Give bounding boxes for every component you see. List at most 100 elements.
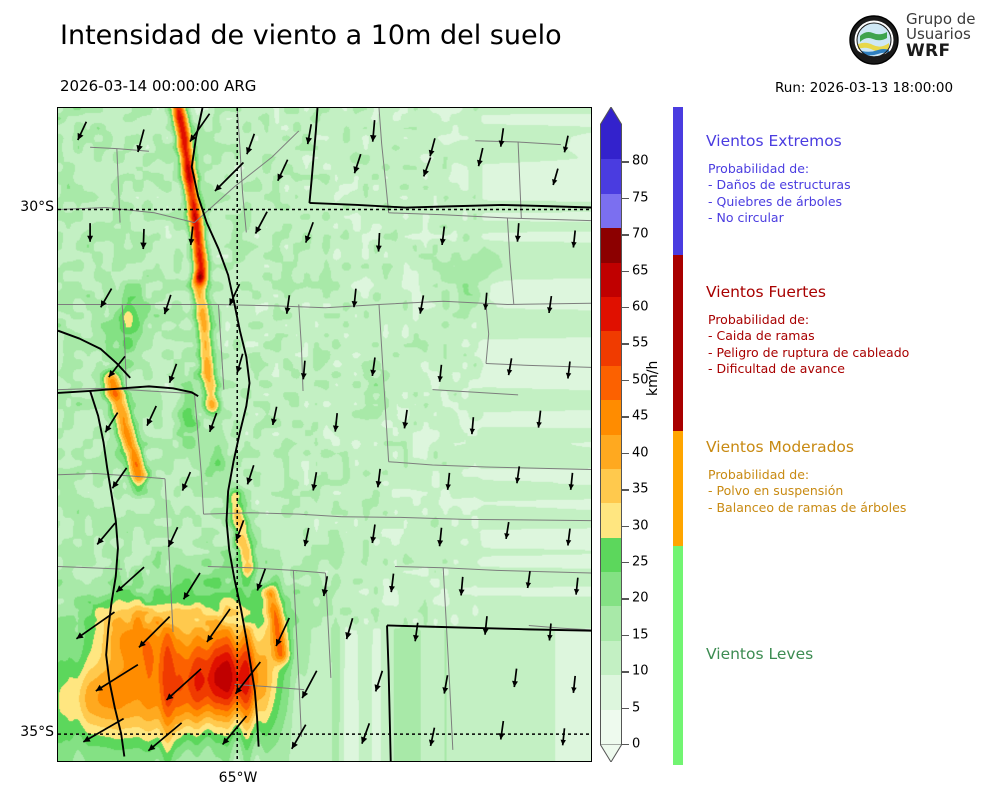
wind-arrow xyxy=(108,355,126,378)
legend-intro: Probabilidad de: xyxy=(708,161,810,176)
wind-arrow xyxy=(351,288,358,308)
wind-arrow xyxy=(163,294,172,315)
legend-group-3: Vientos Moderados Probabilidad de: - Polvo… xyxy=(706,438,906,516)
wind-arrow xyxy=(514,223,521,242)
wind-arrow xyxy=(165,668,202,701)
wind-arrow xyxy=(284,295,291,314)
province-border xyxy=(325,573,332,678)
province-border xyxy=(193,393,205,515)
wind-arrow xyxy=(136,129,145,153)
wind-field-raster xyxy=(58,108,591,761)
wind-arrow xyxy=(208,412,218,433)
province-border xyxy=(298,304,304,391)
colorbar-tick xyxy=(622,561,629,564)
wind-intensity-map[interactable] xyxy=(57,107,592,762)
colorbar-tick xyxy=(622,452,629,455)
wind-arrow xyxy=(99,288,113,308)
wind-arrow xyxy=(514,466,521,484)
colorbar-segment xyxy=(601,537,621,573)
colorbar-segment xyxy=(601,433,621,469)
colorbar-segment xyxy=(601,193,621,229)
wind-arrow xyxy=(413,622,419,642)
colorbar-tick-label: 50 xyxy=(632,372,649,388)
colorbar-tick xyxy=(622,270,629,273)
legend-group-title: Vientos Moderados xyxy=(706,438,854,456)
wind-arrow xyxy=(504,521,510,540)
legend-item: - Quiebres de árboles xyxy=(708,193,843,209)
province-border xyxy=(485,362,591,368)
severity-bar-segment xyxy=(673,255,683,431)
wind-arrow xyxy=(445,472,451,490)
logo-line-1: Grupo de xyxy=(906,10,976,28)
logo: Grupo de Usuarios WRF xyxy=(848,10,993,70)
province-border xyxy=(506,218,515,305)
wind-arrow xyxy=(181,471,192,491)
wind-arrow xyxy=(498,720,505,740)
province-border xyxy=(292,570,302,737)
wind-arrow xyxy=(389,573,395,593)
colorbar-tick-label: 30 xyxy=(632,518,649,534)
wind-arrow xyxy=(547,295,553,314)
province-border xyxy=(58,472,166,480)
lat-tick-30s: 30°S xyxy=(20,199,54,215)
country-border xyxy=(89,390,126,757)
country-border xyxy=(58,329,131,379)
wind-arrow xyxy=(375,232,382,252)
wind-arrow xyxy=(115,566,145,593)
severity-bar xyxy=(673,107,683,765)
province-border xyxy=(388,212,591,222)
wind-arrow xyxy=(562,135,569,153)
wind-arrow xyxy=(536,410,542,428)
colorbar-segment xyxy=(601,124,621,160)
page-title: Intensidad de viento a 10m del suelo xyxy=(60,20,562,51)
province-border xyxy=(395,566,591,574)
legend-group-4: Vientos Leves xyxy=(706,645,813,674)
legend-item: - Daños de estructuras xyxy=(708,177,851,193)
colorbar-tick-label: 70 xyxy=(632,226,649,242)
wind-arrow xyxy=(442,675,449,694)
wind-arrow xyxy=(140,228,147,250)
colorbar-over-arrow xyxy=(600,107,622,125)
colorbar-tick-label: 5 xyxy=(632,700,641,716)
wind-arrow xyxy=(568,472,574,490)
legend-group-title: Vientos Leves xyxy=(706,645,814,663)
wind-arrow xyxy=(437,527,444,547)
logo-text: Grupo de Usuarios WRF xyxy=(906,10,976,61)
wind-arrow xyxy=(370,357,377,377)
colorbar-tick-label: 65 xyxy=(632,263,649,279)
colorbar-tick-label: 80 xyxy=(632,153,649,169)
wind-arrow xyxy=(428,727,436,747)
legend-group-1: Vientos Extremos Probabilidad de: - Daños … xyxy=(706,132,851,227)
wind-arrow xyxy=(146,405,157,427)
wind-arrow xyxy=(188,226,195,246)
colorbar-units-label: km/h xyxy=(645,360,661,396)
wind-arrow xyxy=(476,147,484,167)
wrf-globe-emblem-icon xyxy=(849,15,899,65)
colorbar-tick-label: 15 xyxy=(632,627,649,643)
wind-arrow xyxy=(254,211,268,234)
wind-arrow xyxy=(246,133,256,155)
colorbar-segment xyxy=(601,261,621,297)
valid-time-label: 2026-03-14 00:00:00 ARG xyxy=(60,77,257,95)
severity-bar-segment xyxy=(673,546,683,765)
colorbar-segment xyxy=(601,330,621,366)
province-border xyxy=(432,389,519,396)
colorbar-tick-label: 10 xyxy=(632,663,649,679)
colorbar-tick xyxy=(622,161,629,163)
province-border xyxy=(234,683,305,691)
wind-arrow xyxy=(77,121,88,141)
wind-arrow xyxy=(571,230,577,248)
wind-arrow xyxy=(189,113,211,143)
wind-arrow xyxy=(246,464,255,485)
wind-arrow xyxy=(95,663,139,692)
colorbar-tick xyxy=(622,525,629,527)
colorbar: 0 5 10 15 20 25 30 35 40 45 50 55 60 65 70 75 80 xyxy=(600,107,649,762)
wind-arrow xyxy=(525,571,532,589)
wind-arrow xyxy=(221,715,248,746)
province-border xyxy=(528,624,591,631)
wind-arrow xyxy=(138,616,171,648)
wind-arrow xyxy=(321,576,329,597)
wind-arrow xyxy=(82,717,125,743)
logo-line-3: WRF xyxy=(906,40,951,61)
colorbar-segment xyxy=(601,502,621,538)
